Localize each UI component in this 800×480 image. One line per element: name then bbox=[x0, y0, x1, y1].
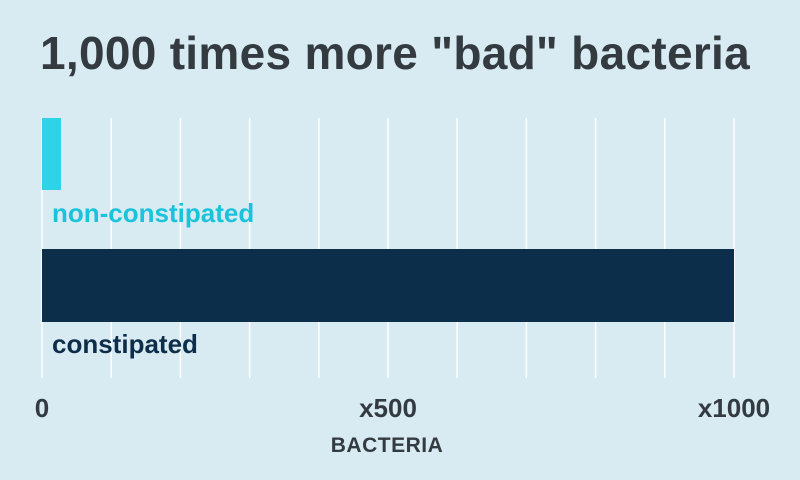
bar-non-constipated bbox=[42, 118, 61, 190]
x-axis-label: BACTERIA bbox=[331, 434, 444, 457]
category-label: constipated bbox=[52, 329, 198, 359]
category-labels: non-constipated constipated bbox=[52, 198, 254, 359]
bars bbox=[42, 118, 734, 322]
x-tick-label: 0 bbox=[35, 393, 49, 423]
x-tick-label: x1000 bbox=[698, 393, 770, 423]
bar-constipated bbox=[42, 249, 734, 322]
category-label: non-constipated bbox=[52, 198, 254, 228]
x-tick-label: x500 bbox=[359, 393, 417, 423]
gridlines bbox=[41, 118, 735, 378]
chart-title: 1,000 times more "bad" bacteria bbox=[40, 27, 751, 79]
x-tick-labels: 0 x500 x1000 bbox=[35, 393, 770, 423]
